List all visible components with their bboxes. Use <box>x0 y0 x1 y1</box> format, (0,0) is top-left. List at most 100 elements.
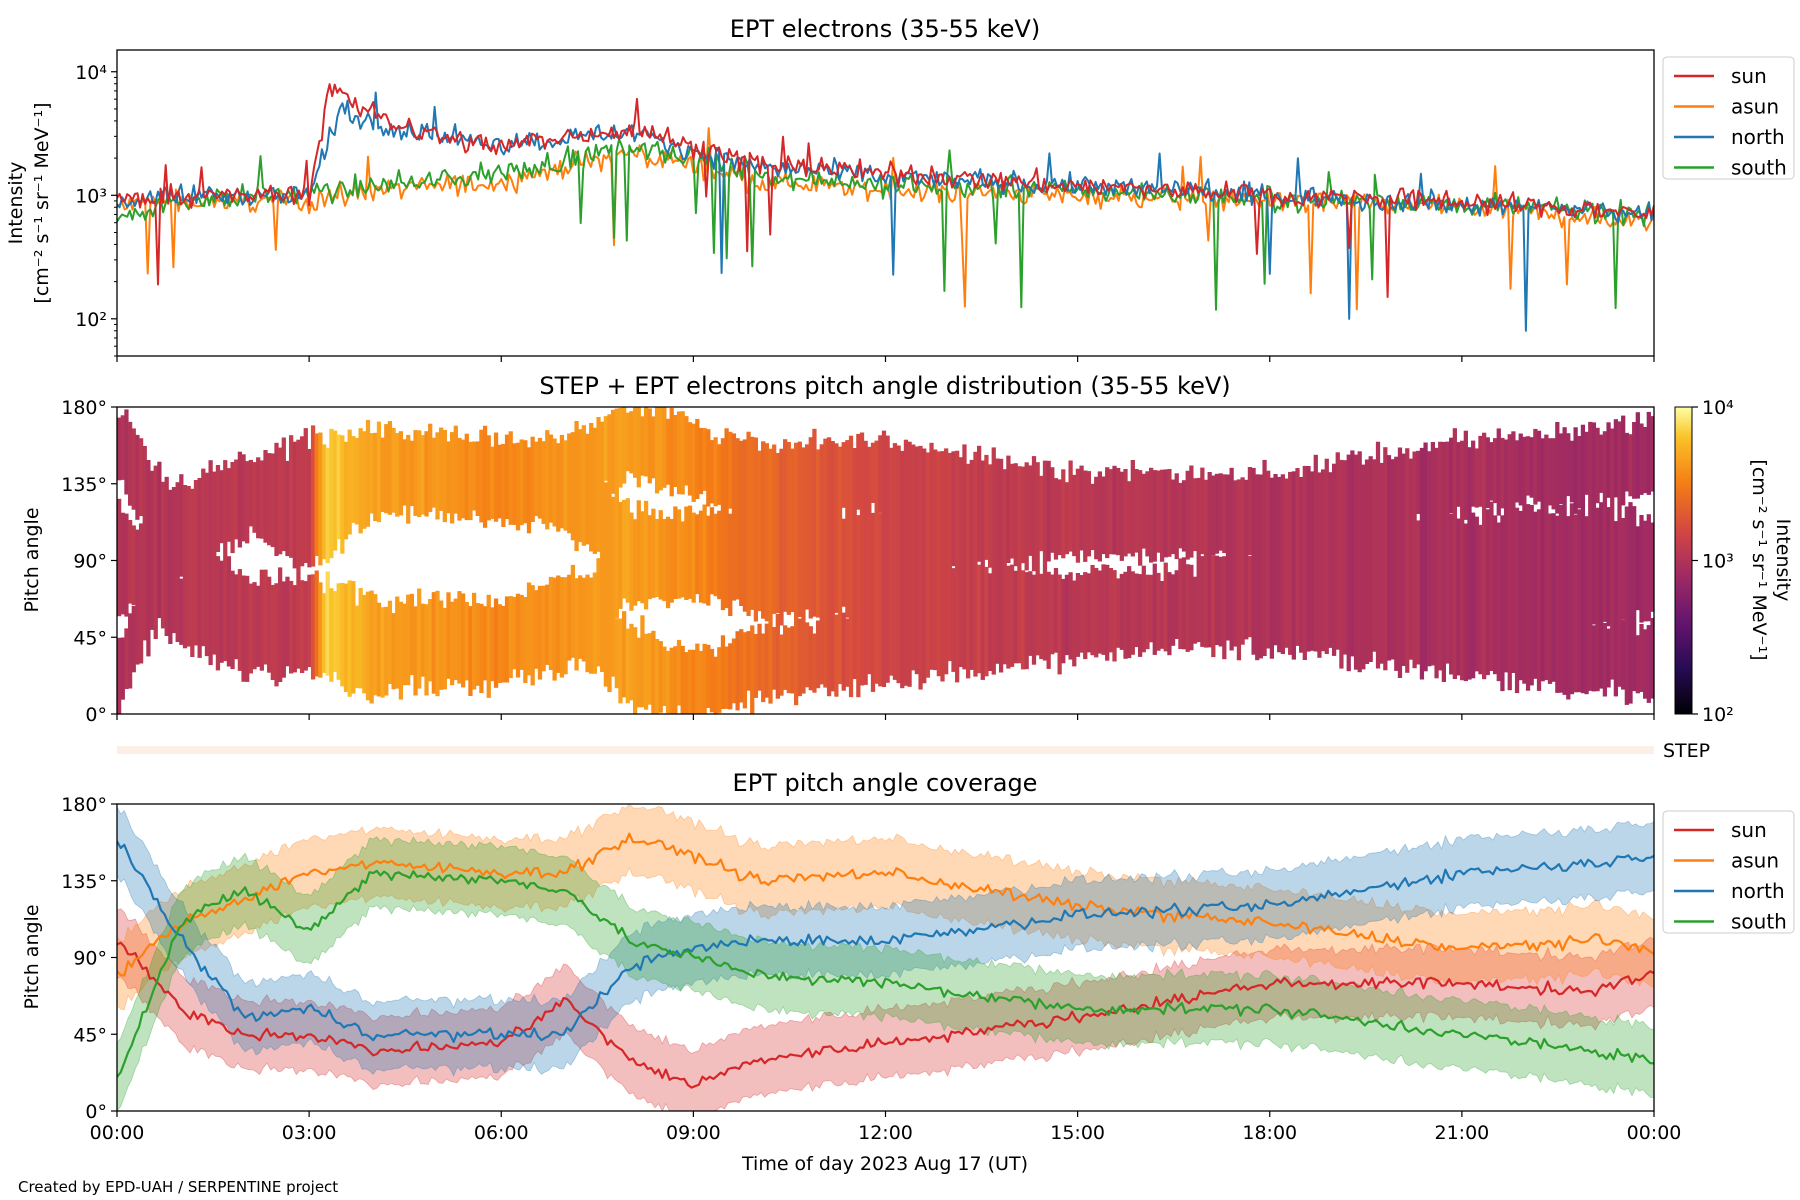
heatmap-cell <box>1573 427 1578 514</box>
ytick-label: 45° <box>73 627 107 649</box>
ytick-label: 135° <box>61 871 107 893</box>
heatmap-cell <box>1503 439 1509 673</box>
heatmap-cell <box>303 581 308 671</box>
heatmap-cell <box>870 442 876 503</box>
heatmap-cell <box>417 430 422 517</box>
heatmap-cell <box>929 442 934 670</box>
heatmap-cell <box>1068 572 1073 660</box>
heatmap-cell <box>1551 438 1556 510</box>
heatmap-cell <box>695 643 700 714</box>
heatmap-cell <box>596 558 601 667</box>
heatmap-cell <box>783 439 788 612</box>
heatmap-cell <box>1068 460 1073 552</box>
coverage-band-asun <box>117 804 1654 1011</box>
heatmap-cell <box>351 581 356 694</box>
heatmap-cell <box>1577 436 1582 509</box>
heatmap-cell <box>310 425 316 567</box>
heatmap-cell <box>1514 440 1520 503</box>
heatmap-cell <box>135 529 140 665</box>
heatmap-cell <box>446 592 451 679</box>
heatmap-cell <box>1145 574 1150 650</box>
ytick-label: 0° <box>85 1101 107 1123</box>
heatmap-cell <box>501 605 506 683</box>
heatmap-cell <box>1529 505 1534 686</box>
heatmap-cell <box>226 556 232 667</box>
heatmap-cell <box>373 432 378 522</box>
heatmap-cell <box>402 603 407 686</box>
heatmap-cell <box>589 422 594 552</box>
heatmap-cell <box>976 564 982 674</box>
heatmap-cell <box>1145 471 1150 557</box>
heatmap-cell <box>611 409 616 494</box>
heatmap-cell <box>1090 483 1095 551</box>
heatmap-cell <box>278 567 283 682</box>
heatmap-cell <box>534 590 539 669</box>
ytick-label: 45° <box>73 1024 107 1046</box>
heatmap-cell <box>1500 437 1505 509</box>
heatmap-cell <box>1123 571 1128 659</box>
heatmap-cell <box>669 647 674 714</box>
heatmap-cell <box>1009 463 1015 559</box>
heatmap-cell <box>1463 523 1468 682</box>
heatmap-cell <box>1555 515 1560 693</box>
heatmap-cell <box>592 572 597 674</box>
heatmap-cell <box>1141 473 1146 549</box>
series-line-asun <box>117 127 1654 311</box>
heatmap-cell <box>230 462 235 554</box>
heatmap-cell <box>1156 470 1161 553</box>
heatmap-cell <box>1247 467 1253 555</box>
heatmap-cell <box>651 630 656 714</box>
heatmap-cell <box>420 435 425 515</box>
xtick-label: 00:00 <box>1627 1122 1682 1144</box>
heatmap-cell <box>351 436 356 523</box>
heatmap-cell <box>687 505 693 599</box>
heatmap-cell <box>709 648 715 713</box>
xtick-label: 06:00 <box>474 1122 529 1144</box>
heatmap-cell <box>1053 568 1059 653</box>
heatmap-cell <box>673 506 678 599</box>
heatmap-cell <box>684 506 689 600</box>
heatmap-cell <box>925 452 931 678</box>
heatmap-cell <box>417 588 422 689</box>
heatmap-cell <box>1236 479 1242 661</box>
heatmap-cell <box>124 409 129 495</box>
heatmap-cell <box>706 644 711 708</box>
heatmap-cell <box>332 430 338 551</box>
heatmap-cell <box>1617 421 1622 687</box>
heatmap-cell <box>1053 478 1059 560</box>
heatmap-cell <box>1496 522 1501 682</box>
heatmap-cell <box>307 574 312 668</box>
legend-box <box>1662 810 1795 934</box>
heatmap-cell <box>841 518 846 607</box>
heatmap-cell <box>662 646 667 706</box>
heatmap-cell <box>1170 479 1176 555</box>
heatmap-cell <box>1064 574 1070 656</box>
heatmap-cell <box>1050 574 1055 655</box>
heatmap-cell <box>1643 520 1648 622</box>
heatmap-cell <box>230 570 235 670</box>
heatmap-cell <box>874 440 879 684</box>
heatmap-cell <box>424 604 429 696</box>
heatmap-cell <box>175 482 180 642</box>
heatmap-cell <box>1492 438 1498 504</box>
heatmap-cell <box>1650 522 1654 612</box>
heatmap-cell <box>171 487 177 634</box>
heatmap-cell <box>1130 460 1135 557</box>
heatmap-cell <box>259 569 264 671</box>
heatmap-cell <box>1083 470 1088 562</box>
heatmap-cell <box>1061 578 1066 664</box>
heatmap-cell <box>870 512 876 692</box>
heatmap-cell <box>1492 515 1498 675</box>
heatmap-cell <box>790 448 795 613</box>
heatmap-cell <box>519 439 524 526</box>
xtick-label: 00:00 <box>90 1122 145 1144</box>
heatmap-cell <box>299 580 305 673</box>
heatmap-cell <box>267 576 272 673</box>
heatmap-cell <box>523 597 528 683</box>
heatmap-cell <box>545 430 550 530</box>
heatmap-cell <box>1613 419 1619 498</box>
heatmap-cell <box>1419 447 1425 680</box>
panel3-x-ticks: 00:00 03:00 06:00 09:00 12:00 15:00 18:00 21:00… <box>90 1111 1682 1144</box>
heatmap-cell <box>856 515 861 698</box>
